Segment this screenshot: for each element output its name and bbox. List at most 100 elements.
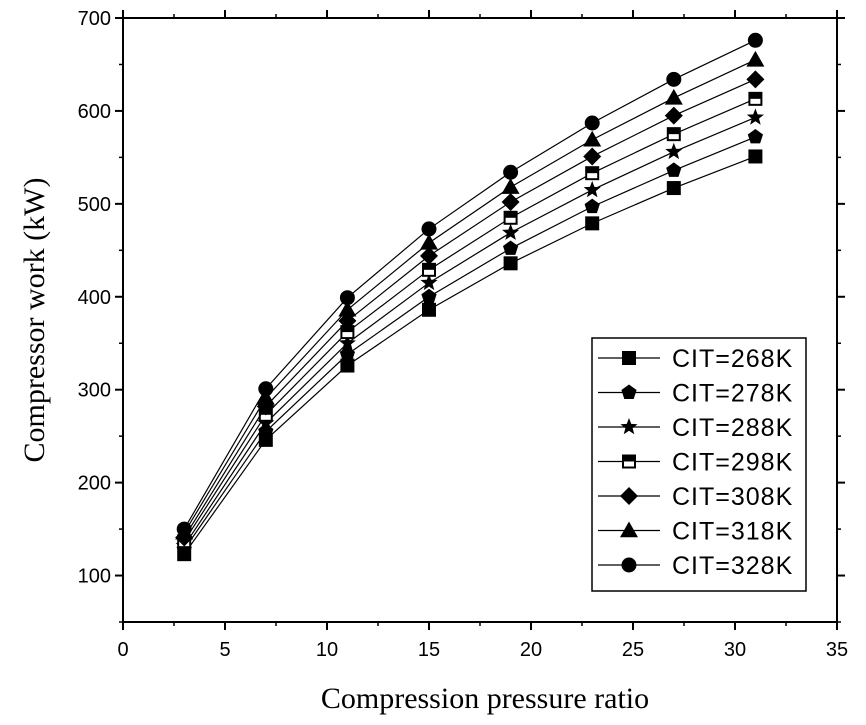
legend-marker xyxy=(620,487,638,505)
data-point xyxy=(584,198,600,214)
x-axis-title: Compression pressure ratio xyxy=(321,682,649,715)
data-point xyxy=(666,162,682,177)
series-2 xyxy=(176,128,764,556)
data-point xyxy=(256,389,275,405)
legend-item: CIT=328K xyxy=(598,552,793,580)
data-point xyxy=(257,414,275,431)
x-tick-label: 20 xyxy=(520,639,542,661)
legend-label: CIT=308K xyxy=(672,483,793,511)
y-tick-label: 300 xyxy=(78,380,111,402)
data-point xyxy=(420,246,438,265)
legend-marker xyxy=(621,384,637,399)
data-point xyxy=(422,262,436,277)
series-line xyxy=(183,116,756,547)
series-6 xyxy=(175,50,765,540)
data-point xyxy=(501,192,520,211)
legend: CIT=268K CIT=278K CIT=288K CIT=298K CIT=308K… xyxy=(591,337,807,592)
legend-item: CIT=268K xyxy=(598,345,793,373)
data-point xyxy=(583,130,602,147)
data-point xyxy=(585,216,600,231)
data-point xyxy=(584,115,600,131)
legend-label: CIT=288K xyxy=(672,414,793,442)
x-tick-label: 10 xyxy=(316,639,338,661)
x-tick-label: 15 xyxy=(418,639,440,661)
data-point xyxy=(583,180,601,198)
x-tick-label: 25 xyxy=(622,639,644,661)
data-point xyxy=(501,178,520,194)
data-point xyxy=(258,381,274,397)
data-point xyxy=(503,256,518,271)
series-line xyxy=(183,39,756,530)
x-tick-label: 5 xyxy=(219,639,230,661)
legend-marker xyxy=(621,557,637,573)
y-tick-label: 400 xyxy=(78,287,111,309)
legend-item: CIT=288K xyxy=(598,414,793,442)
data-point xyxy=(421,288,437,304)
data-point xyxy=(420,273,438,291)
data-point xyxy=(502,223,520,240)
legend-marker xyxy=(622,351,636,365)
data-point xyxy=(583,147,602,166)
data-point xyxy=(747,32,763,48)
legend-item: CIT=278K xyxy=(598,380,793,408)
data-point xyxy=(748,91,763,106)
legend-label: CIT=268K xyxy=(672,345,793,373)
data-point xyxy=(746,108,764,125)
series-7 xyxy=(176,32,763,537)
legend-marker xyxy=(622,454,636,469)
data-point xyxy=(422,302,436,317)
legend-item: CIT=308K xyxy=(598,483,793,511)
data-point xyxy=(420,233,438,250)
data-point xyxy=(664,106,683,125)
data-point xyxy=(748,149,763,164)
legend-marker xyxy=(620,418,638,435)
legend-label: CIT=278K xyxy=(672,380,793,408)
series-line xyxy=(183,59,756,534)
data-point xyxy=(746,50,765,67)
legend-label: CIT=318K xyxy=(672,518,793,546)
legend-label: CIT=328K xyxy=(672,552,793,580)
data-point xyxy=(340,358,355,373)
series-line xyxy=(183,78,756,538)
data-point xyxy=(666,71,682,87)
data-point xyxy=(585,166,600,181)
marker-fill xyxy=(667,128,680,135)
data-point xyxy=(666,127,681,142)
marker-fill xyxy=(623,455,635,462)
data-point xyxy=(338,300,357,317)
data-point xyxy=(503,164,519,180)
series-line xyxy=(183,136,756,550)
series-line xyxy=(183,155,756,555)
data-point xyxy=(746,70,765,89)
data-point xyxy=(176,521,192,537)
y-tick-label: 500 xyxy=(78,194,111,216)
legend-item: CIT=318K xyxy=(598,518,793,546)
y-tick-label: 200 xyxy=(78,473,111,495)
marker-fill xyxy=(749,92,762,99)
data-point xyxy=(747,128,764,144)
axes: 0 5 10 15 20 25 30 35 100 200 300 400 500 600 700 xyxy=(78,8,849,661)
legend-label: CIT=298K xyxy=(672,449,793,477)
x-tick-label: 30 xyxy=(724,639,746,661)
series-3 xyxy=(175,108,764,554)
data-point xyxy=(421,221,437,237)
data-point xyxy=(339,346,356,361)
legend-marker xyxy=(620,521,638,538)
series-line xyxy=(183,98,756,542)
data-point xyxy=(339,290,355,306)
y-tick-label: 600 xyxy=(78,101,111,123)
marker-fill xyxy=(423,263,435,270)
data-point xyxy=(664,88,683,105)
y-axis-title: Compressor work (kW) xyxy=(18,178,51,463)
marker-fill xyxy=(586,167,599,174)
data-point xyxy=(338,334,356,351)
marker-fill xyxy=(504,211,517,218)
x-tick-label: 0 xyxy=(117,639,128,661)
data-point xyxy=(503,210,518,225)
y-tick-label: 100 xyxy=(78,566,111,588)
y-tick-label: 700 xyxy=(78,8,111,30)
legend-item: CIT=298K xyxy=(598,449,793,477)
data-point xyxy=(666,181,681,196)
data-point xyxy=(502,240,519,255)
